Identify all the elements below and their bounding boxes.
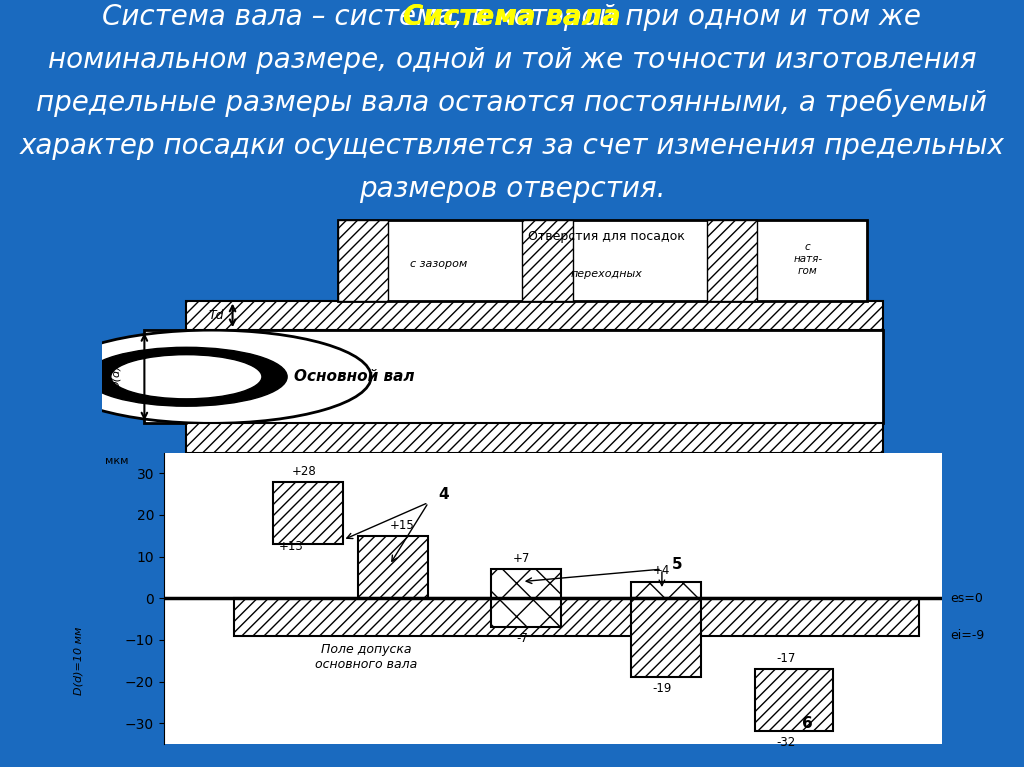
Text: D(d): D(d)	[111, 364, 121, 389]
Text: +13: +13	[280, 540, 304, 553]
Text: с зазором: с зазором	[410, 258, 467, 269]
Text: номинальном размере, одной и той же точности изготовления: номинальном размере, одной и той же точн…	[48, 46, 976, 74]
Text: es=0: es=0	[950, 592, 983, 604]
Text: Поле допуска
основного вала: Поле допуска основного вала	[315, 643, 418, 670]
Text: +15: +15	[389, 518, 415, 532]
Text: с
натя-
гом: с натя- гом	[794, 242, 822, 275]
Bar	[490, 569, 561, 627]
Bar	[272, 482, 343, 544]
Text: -17: -17	[777, 652, 796, 665]
Bar	[338, 219, 388, 301]
Text: -7: -7	[516, 631, 527, 644]
Bar	[233, 598, 919, 636]
Circle shape	[52, 330, 371, 423]
Text: 5: 5	[672, 558, 683, 572]
Bar	[707, 219, 758, 301]
Circle shape	[111, 354, 262, 399]
Text: Система вала – система, в которой при одном и том же: Система вала – система, в которой при од…	[102, 3, 922, 31]
Text: -32: -32	[777, 736, 796, 749]
Circle shape	[86, 347, 287, 407]
Bar	[144, 330, 884, 423]
Text: ei=-9: ei=-9	[950, 629, 984, 642]
Bar	[186, 301, 884, 330]
Bar	[358, 536, 428, 598]
Text: 4: 4	[438, 487, 450, 502]
Text: размеров отверстия.: размеров отверстия.	[358, 175, 666, 203]
Bar	[756, 669, 834, 732]
Text: Отверстия для посадок: Отверстия для посадок	[527, 230, 685, 243]
Text: мкм: мкм	[105, 456, 129, 466]
Text: Система вала: Система вала	[403, 3, 621, 31]
Bar	[631, 581, 700, 598]
Bar	[631, 598, 700, 677]
Bar	[338, 219, 866, 301]
Text: +28: +28	[292, 465, 316, 478]
Text: +7: +7	[513, 552, 530, 565]
Text: Тd: Тd	[208, 309, 223, 322]
Bar	[186, 423, 884, 453]
Text: переходных: переходных	[570, 268, 642, 278]
Text: +4: +4	[653, 565, 671, 578]
Text: предельные размеры вала остаются постоянными, а требуемый: предельные размеры вала остаются постоян…	[37, 89, 987, 117]
Text: D(d)=10 мм: D(d)=10 мм	[74, 627, 83, 695]
Text: Система вала: Система вала	[403, 3, 621, 31]
Text: характер посадки осуществляется за счет изменения предельных: характер посадки осуществляется за счет …	[19, 132, 1005, 160]
Text: Основной вал: Основной вал	[294, 369, 415, 384]
Text: 6: 6	[802, 716, 813, 731]
Text: -19: -19	[652, 682, 672, 695]
Bar	[522, 219, 572, 301]
